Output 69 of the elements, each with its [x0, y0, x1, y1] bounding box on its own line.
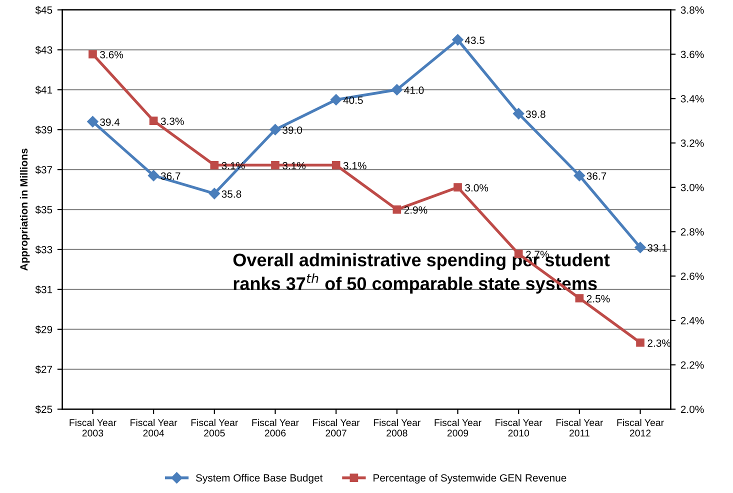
- data-label: 39.0: [282, 126, 302, 134]
- y2-tick-label: 2.2%: [680, 361, 704, 369]
- y-axis-title: Appropriation in Millions: [20, 148, 30, 271]
- data-label: 43.5: [464, 36, 485, 44]
- legend-label: System Office Base Budget: [196, 474, 323, 484]
- point: [208, 188, 220, 200]
- y-tick-label: $31: [35, 285, 52, 294]
- point: [452, 34, 464, 46]
- data-label: 3.1%: [343, 162, 366, 170]
- y2-tick-label: 3.2%: [680, 139, 704, 147]
- y2-tick-label: 2.8%: [680, 228, 704, 236]
- y2-tick-label: 2.0%: [680, 406, 704, 414]
- data-label: 35.8: [222, 190, 242, 198]
- data-label: 3.0%: [465, 184, 488, 192]
- y-tick-label: $33: [35, 246, 52, 254]
- data-label: 39.8: [526, 110, 546, 118]
- point: [574, 170, 586, 182]
- x-tick-label: Fiscal Year 2007: [313, 418, 360, 437]
- x-tick-label: Fiscal Year 2004: [130, 418, 178, 437]
- point: [330, 94, 342, 106]
- x-tick-label: Fiscal Year 2011: [556, 418, 604, 437]
- point: [575, 294, 584, 302]
- y-tick-label: $35: [35, 206, 52, 214]
- y-tick-label: $25: [35, 405, 52, 414]
- point: [634, 242, 646, 254]
- y2-tick-label: 3.4%: [680, 95, 704, 102]
- data-label: 36.7: [586, 172, 606, 180]
- y-tick-label: $41: [35, 86, 52, 94]
- legend-label: Percentage of Systemwide GEN Revenue: [374, 474, 566, 484]
- y-tick-label: $29: [35, 325, 52, 334]
- data-label: 39.4: [100, 118, 120, 126]
- data-label: 40.5: [343, 96, 363, 104]
- data-label: 41.0: [404, 86, 424, 94]
- point: [148, 170, 160, 182]
- y2-tick-label: 3.0%: [680, 184, 704, 192]
- y-tick-label: $27: [35, 365, 52, 374]
- y-tick-label: $37: [35, 166, 52, 174]
- y-tick-label: $43: [35, 46, 52, 54]
- x-tick-label: Fiscal Year 2012: [617, 418, 664, 437]
- point: [392, 205, 402, 214]
- y2-tick-label: 3.8%: [680, 6, 704, 14]
- x-tick-label: Fiscal Year 2005: [191, 418, 238, 437]
- point: [270, 124, 281, 136]
- x-tick-label: Fiscal Year 2010: [496, 418, 542, 437]
- y2-tick-label: 2.6%: [680, 272, 704, 280]
- y-tick-label: $39: [35, 126, 52, 134]
- x-tick-label: Fiscal Year 2008: [374, 418, 421, 437]
- point: [149, 116, 158, 125]
- x-tick-label: Fiscal Year 2009: [434, 418, 482, 437]
- data-label: 3.6%: [100, 51, 124, 58]
- y2-tick-label: 2.4%: [680, 316, 704, 324]
- data-label: 3.3%: [160, 118, 184, 125]
- point: [88, 50, 97, 58]
- data-label: 36.7: [160, 172, 180, 180]
- data-label: 33.1: [648, 244, 667, 252]
- data-label: 2.9%: [404, 206, 428, 214]
- x-tick-label: Fiscal Year 2006: [252, 418, 299, 437]
- point: [332, 160, 340, 170]
- point: [636, 338, 644, 347]
- x-tick-label: Fiscal Year 2003: [70, 418, 116, 437]
- point: [210, 160, 219, 170]
- point: [512, 108, 524, 120]
- y-tick-label: $45: [35, 6, 52, 14]
- point: [87, 116, 98, 128]
- data-label: 2.5%: [586, 295, 610, 302]
- point: [391, 84, 403, 96]
- point: [454, 183, 462, 192]
- point: [271, 160, 280, 170]
- y2-tick-label: 3.6%: [680, 50, 704, 58]
